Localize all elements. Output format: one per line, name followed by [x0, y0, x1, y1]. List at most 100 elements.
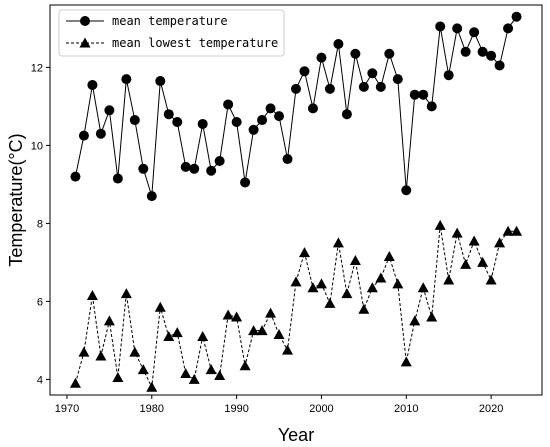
- data-point-lowest: [69, 377, 81, 388]
- data-point-lowest: [417, 282, 429, 293]
- data-point-lowest: [315, 278, 327, 289]
- data-point-lowest: [95, 350, 107, 361]
- data-point-lowest: [324, 297, 336, 308]
- data-point-lowest: [485, 274, 497, 285]
- data-point-mean: [138, 163, 149, 174]
- data-point-mean: [299, 66, 310, 77]
- data-point-mean: [469, 27, 480, 38]
- legend-label-mean: mean temperature: [112, 14, 228, 28]
- data-point-mean: [231, 117, 242, 127]
- data-point-mean: [265, 103, 276, 114]
- data-point-lowest: [214, 370, 226, 380]
- data-point-lowest: [443, 274, 455, 285]
- data-point-mean: [503, 23, 514, 34]
- x-tick-label: 1970: [55, 403, 79, 415]
- data-point-lowest: [137, 364, 149, 375]
- data-point-mean: [163, 109, 174, 120]
- data-point-lowest: [86, 290, 98, 301]
- data-point-mean: [333, 39, 344, 49]
- data-point-lowest: [290, 276, 302, 287]
- data-point-lowest: [171, 327, 183, 338]
- data-point-lowest: [154, 301, 166, 312]
- data-point-lowest: [265, 307, 277, 318]
- legend-marker-mean: [80, 16, 90, 26]
- legend-marker-lowest: [79, 37, 91, 48]
- data-point-lowest: [146, 381, 158, 392]
- data-point-mean: [307, 103, 318, 114]
- data-point-mean: [452, 23, 463, 34]
- data-point-mean: [78, 130, 89, 141]
- data-point-lowest: [460, 258, 472, 269]
- data-point-lowest: [282, 344, 294, 355]
- data-point-mean: [121, 74, 132, 85]
- x-tick-label: 2020: [479, 403, 503, 415]
- data-point-lowest: [409, 315, 421, 326]
- data-point-lowest: [180, 368, 192, 379]
- data-point-lowest: [511, 225, 523, 236]
- data-point-lowest: [239, 360, 251, 371]
- data-point-mean: [189, 163, 200, 174]
- data-point-lowest: [78, 346, 90, 357]
- data-point-mean: [367, 68, 378, 79]
- series-line-1: [74, 225, 517, 389]
- data-point-mean: [197, 118, 208, 129]
- legend: mean temperature mean lowest temperature: [58, 9, 285, 57]
- data-point-mean: [341, 109, 352, 120]
- data-point-lowest: [502, 225, 514, 236]
- data-point-lowest: [366, 282, 378, 293]
- data-point-mean: [350, 48, 361, 59]
- y-tick-label: 6: [37, 296, 43, 308]
- data-point-lowest: [349, 254, 361, 265]
- x-tick-label: 2010: [394, 403, 418, 415]
- data-point-mean: [418, 89, 429, 100]
- data-point-mean: [443, 70, 454, 81]
- data-point-mean: [206, 165, 217, 176]
- data-point-mean: [112, 173, 123, 184]
- data-point-mean: [486, 50, 497, 61]
- data-point-mean: [392, 74, 403, 85]
- x-axis-ticks: 1970 1980 1990 2000 2010 2020: [55, 395, 503, 415]
- series-layer: [69, 11, 523, 392]
- data-point-lowest: [426, 311, 438, 322]
- data-point-mean: [87, 79, 98, 90]
- data-point-mean: [384, 48, 395, 59]
- data-point-mean: [401, 185, 412, 196]
- y-tick-label: 10: [31, 140, 43, 152]
- data-point-lowest: [400, 356, 412, 367]
- data-point-mean: [70, 171, 81, 182]
- data-point-lowest: [188, 373, 200, 384]
- y-axis-label: Temperature(°C): [6, 133, 26, 266]
- data-point-mean: [477, 46, 488, 57]
- x-tick-label: 2000: [309, 403, 333, 415]
- data-point-lowest: [120, 288, 132, 299]
- data-point-mean: [494, 60, 505, 71]
- data-point-lowest: [494, 237, 506, 248]
- data-point-lowest: [451, 227, 463, 238]
- y-tick-label: 4: [37, 374, 43, 386]
- data-point-lowest: [273, 329, 285, 340]
- data-point-mean: [240, 177, 251, 188]
- data-point-lowest: [197, 331, 209, 341]
- data-point-lowest: [383, 251, 395, 262]
- data-point-lowest: [222, 309, 234, 320]
- data-point-mean: [104, 105, 115, 116]
- data-point-lowest: [256, 325, 268, 336]
- data-point-mean: [180, 161, 191, 172]
- data-point-mean: [282, 154, 293, 165]
- data-point-lowest: [129, 346, 141, 357]
- data-point-mean: [248, 124, 259, 135]
- data-point-lowest: [392, 278, 404, 289]
- legend-box: [58, 9, 285, 57]
- data-point-mean: [155, 76, 166, 87]
- data-point-mean: [435, 21, 446, 32]
- data-point-mean: [146, 191, 157, 202]
- data-point-mean: [95, 128, 106, 139]
- data-point-lowest: [248, 325, 260, 336]
- y-tick-label: 8: [37, 218, 43, 230]
- data-point-mean: [274, 111, 285, 122]
- data-point-lowest: [103, 315, 115, 326]
- data-point-lowest: [112, 371, 124, 382]
- data-point-lowest: [231, 311, 243, 322]
- x-tick-label: 1980: [140, 403, 164, 415]
